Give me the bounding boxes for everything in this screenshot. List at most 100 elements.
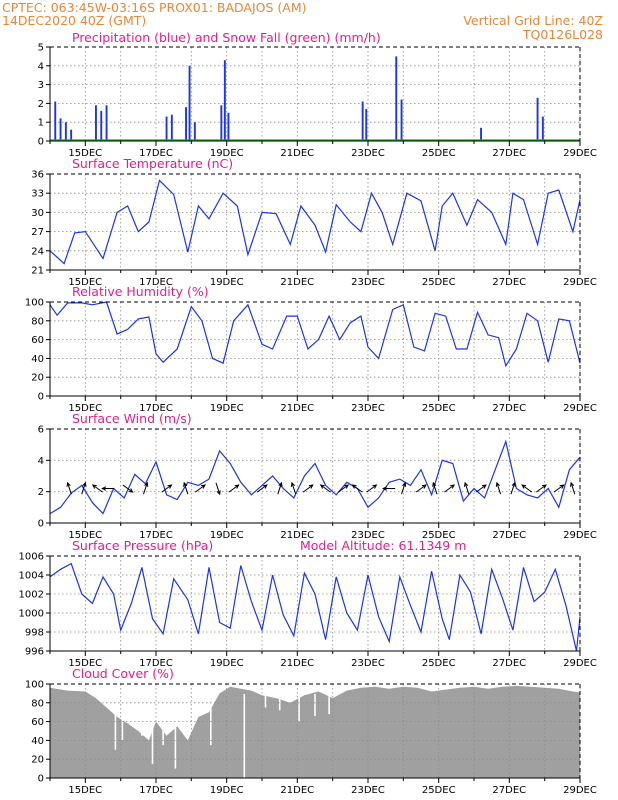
precip-bar xyxy=(165,116,168,141)
wind-arrow-head xyxy=(167,484,173,489)
y-tick-label: 30 xyxy=(31,208,44,219)
date-tick-label: 29DEC xyxy=(563,658,597,669)
pressure-line xyxy=(49,562,581,652)
date-tick-label: 23DEC xyxy=(351,530,385,541)
pressure-panel: 996 998 1000 1002 1004 1006 15DEC 17DEC 19DEC 21D… xyxy=(19,552,597,670)
y-tick-label: 1000 xyxy=(19,609,44,620)
date-tick-label: 27DEC xyxy=(492,658,526,669)
wind-arrow-head xyxy=(351,484,357,489)
y-tick-label: 1002 xyxy=(19,590,44,601)
precip-bar xyxy=(70,129,73,141)
date-tick-label: 23DEC xyxy=(351,785,385,796)
wind-arrow-head xyxy=(66,481,71,487)
date-tick-label: 25DEC xyxy=(422,148,456,159)
wind-arrow-head xyxy=(559,484,565,489)
header-init-date: 14DEC2020 40Z (GMT) xyxy=(2,13,146,28)
date-tick-label: 27DEC xyxy=(492,785,526,796)
wind-arrow xyxy=(143,482,148,495)
y-tick-label: 33 xyxy=(31,189,44,200)
date-tick-label: 17DEC xyxy=(139,148,173,159)
y-tick-label: 21 xyxy=(31,266,44,277)
wind-arrow xyxy=(536,484,547,493)
date-tick-label: 25DEC xyxy=(422,530,456,541)
precip-bar xyxy=(100,110,103,141)
date-tick-label: 29DEC xyxy=(563,277,597,288)
date-tick-label: 15DEC xyxy=(68,658,102,669)
date-tick-label: 15DEC xyxy=(68,148,102,159)
y-tick-label: 20 xyxy=(31,755,44,766)
date-tick-label: 21DEC xyxy=(280,530,314,541)
wind-arrow xyxy=(352,484,363,493)
y-tick-label: 2 xyxy=(38,487,44,498)
humidity-title: Relative Humidity (%) xyxy=(72,284,209,299)
date-tick-label: 21DEC xyxy=(280,277,314,288)
header-model-code: TQ0126L028 xyxy=(522,27,603,42)
date-tick-label: 21DEC xyxy=(280,403,314,414)
wind-arrow-head xyxy=(144,481,149,487)
wind-arrow-head xyxy=(495,481,500,487)
date-tick-label: 17DEC xyxy=(139,658,173,669)
date-tick-label: 29DEC xyxy=(563,530,597,541)
date-tick-label: 23DEC xyxy=(351,403,385,414)
date-tick-label: 21DEC xyxy=(280,785,314,796)
wind-arrow-head xyxy=(570,481,575,487)
precip-bar xyxy=(541,116,544,141)
date-tick-label: 29DEC xyxy=(563,403,597,414)
precip-bar xyxy=(105,105,108,141)
precip-panel: 0 1 2 3 4 5 15DEC 17DEC 19DEC 21DEC 23DEC 25DEC 27DE… xyxy=(38,43,597,160)
wind-arrow xyxy=(464,482,470,495)
cloud-title: Cloud Cover (%) xyxy=(72,666,174,681)
y-tick-label: 20 xyxy=(31,373,44,384)
header-station: CPTEC: 063:45W-03:16S PROX01: BADAJOS (A… xyxy=(2,0,307,15)
y-tick-label: 100 xyxy=(25,680,44,691)
precip-bar xyxy=(188,65,191,141)
date-tick-label: 29DEC xyxy=(563,148,597,159)
date-tick-label: 17DEC xyxy=(139,403,173,414)
precip-bar xyxy=(395,56,398,141)
date-tick-label: 19DEC xyxy=(210,277,244,288)
date-tick-label: 27DEC xyxy=(492,530,526,541)
y-tick-label: 0 xyxy=(38,774,44,785)
precip-bar xyxy=(185,107,187,141)
wind-arrow xyxy=(401,482,406,495)
temperature-title: Surface Temperature (nC) xyxy=(72,156,233,171)
wind-arrow-head xyxy=(278,481,283,487)
wind-arrow-head xyxy=(402,481,407,487)
wind-arrow xyxy=(475,484,487,493)
y-tick-label: 24 xyxy=(31,246,44,257)
wind-arrow-head xyxy=(82,481,87,487)
date-tick-label: 27DEC xyxy=(492,148,526,159)
y-tick-label: 1006 xyxy=(19,552,44,563)
date-tick-label: 23DEC xyxy=(351,148,385,159)
wind-arrow-head xyxy=(308,484,314,489)
wind-arrow xyxy=(510,482,516,495)
y-tick-label: 4 xyxy=(38,61,44,72)
wind-arrow-head xyxy=(521,484,527,489)
wind-arrow xyxy=(415,484,427,493)
wind-arrow-head xyxy=(481,484,487,489)
y-tick-label: 1004 xyxy=(19,571,44,582)
wind-arrow xyxy=(183,482,189,495)
pressure-model-altitude: Model Altitude: 61.1349 m xyxy=(300,538,466,553)
date-tick-label: 15DEC xyxy=(68,785,102,796)
date-tick-label: 27DEC xyxy=(492,403,526,414)
wind-arrow xyxy=(291,482,297,495)
wind-arrow-head xyxy=(432,481,437,487)
date-tick-label: 21DEC xyxy=(280,658,314,669)
wind-arrow xyxy=(67,482,72,495)
wind-title: Surface Wind (m/s) xyxy=(72,411,192,426)
y-tick-label: 4 xyxy=(38,456,44,467)
wind-arrow xyxy=(215,482,221,495)
humidity-line xyxy=(49,301,581,368)
y-tick-label: 80 xyxy=(31,698,44,709)
date-tick-label: 19DEC xyxy=(210,403,244,414)
date-tick-label: 25DEC xyxy=(422,785,456,796)
wind-arrow-head xyxy=(101,486,107,491)
date-tick-label: 15DEC xyxy=(68,277,102,288)
wind-arrow-head xyxy=(344,484,350,489)
y-tick-label: 0 xyxy=(38,137,44,148)
precip-bar xyxy=(220,105,223,141)
wind-arrow xyxy=(302,484,314,493)
wind-arrow-head xyxy=(91,484,97,489)
wind-arrow-head xyxy=(319,484,325,489)
